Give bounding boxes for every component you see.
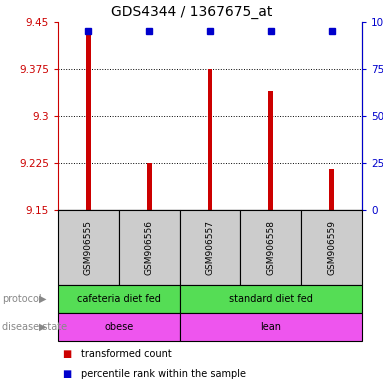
Text: GSM906559: GSM906559 xyxy=(327,220,336,275)
Text: GSM906557: GSM906557 xyxy=(206,220,214,275)
Text: ■: ■ xyxy=(62,349,71,359)
Text: percentile rank within the sample: percentile rank within the sample xyxy=(81,369,246,379)
Text: disease state: disease state xyxy=(2,322,67,332)
Text: transformed count: transformed count xyxy=(81,349,172,359)
Bar xyxy=(58,313,180,341)
Text: ▶: ▶ xyxy=(39,294,46,304)
Bar xyxy=(86,35,91,210)
Bar xyxy=(241,210,301,285)
Text: lean: lean xyxy=(260,322,281,332)
Bar xyxy=(180,313,362,341)
Text: cafeteria diet fed: cafeteria diet fed xyxy=(77,294,161,304)
Bar xyxy=(301,210,362,285)
Text: GSM906556: GSM906556 xyxy=(145,220,154,275)
Text: protocol: protocol xyxy=(2,294,41,304)
Bar xyxy=(58,210,119,285)
Bar xyxy=(58,285,180,313)
Text: ▶: ▶ xyxy=(39,322,46,332)
Text: GSM906555: GSM906555 xyxy=(84,220,93,275)
Text: GSM906558: GSM906558 xyxy=(266,220,275,275)
Text: GDS4344 / 1367675_at: GDS4344 / 1367675_at xyxy=(111,5,272,19)
Text: obese: obese xyxy=(104,322,133,332)
Bar xyxy=(147,163,152,210)
Bar xyxy=(180,210,241,285)
Bar xyxy=(329,169,334,210)
Bar xyxy=(268,91,273,210)
Text: ■: ■ xyxy=(62,369,71,379)
Bar xyxy=(180,285,362,313)
Bar xyxy=(208,69,213,210)
Bar xyxy=(119,210,180,285)
Text: standard diet fed: standard diet fed xyxy=(229,294,313,304)
